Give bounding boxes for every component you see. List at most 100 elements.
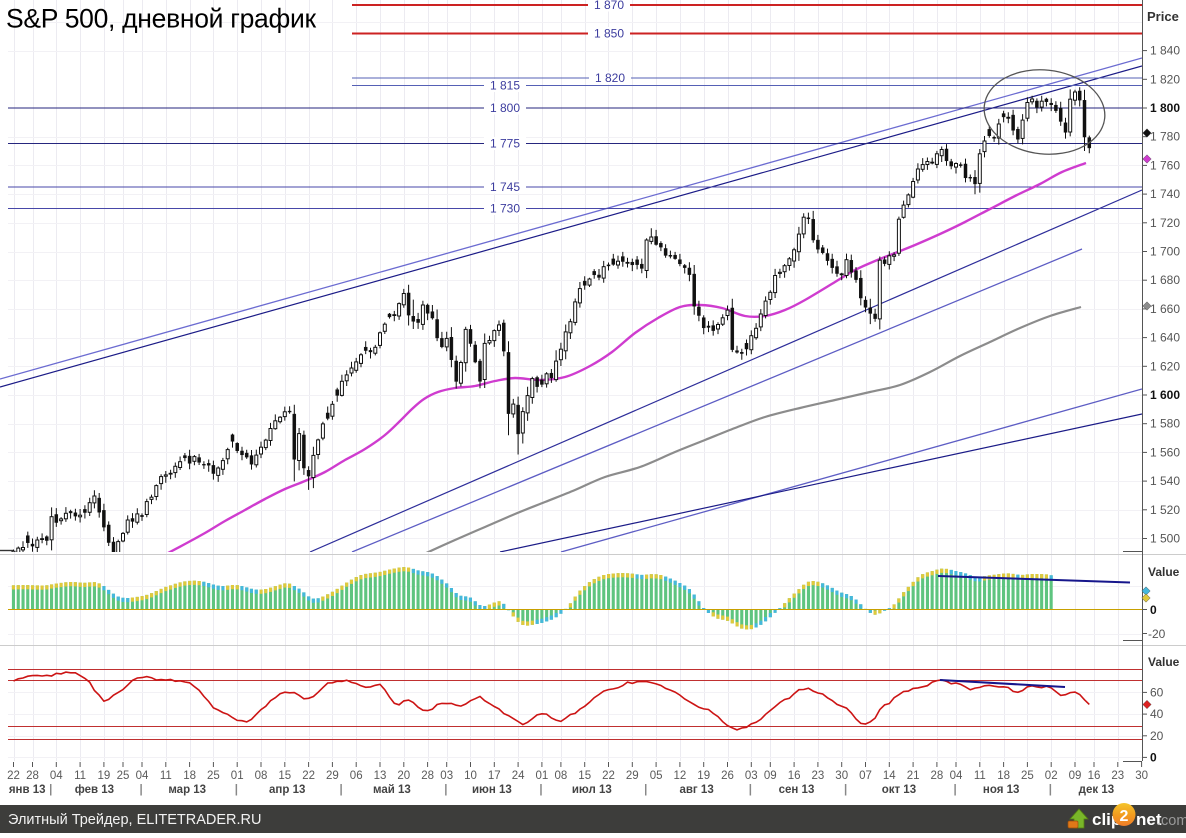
svg-text:1 800: 1 800 [1150,101,1180,115]
svg-text:1 540: 1 540 [1150,474,1180,488]
svg-text:0: 0 [1150,750,1157,764]
svg-text:дек 13: дек 13 [1079,784,1114,796]
svg-text:29: 29 [326,770,339,782]
svg-text:авг 13: авг 13 [679,784,713,796]
svg-text:1 815: 1 815 [490,79,520,93]
svg-text:net: net [1136,810,1162,829]
svg-text:16: 16 [1088,770,1101,782]
svg-text:07: 07 [859,770,872,782]
svg-text:|: | [444,784,447,796]
svg-text:17: 17 [488,770,501,782]
svg-text:июл 13: июл 13 [572,784,612,796]
svg-text:22: 22 [302,770,315,782]
svg-text:20: 20 [397,770,410,782]
svg-text:08: 08 [255,770,268,782]
svg-text:ноя 13: ноя 13 [983,784,1020,796]
svg-text:24: 24 [512,770,525,782]
svg-text:1 600: 1 600 [1150,388,1180,402]
svg-text:Value: Value [1148,565,1180,579]
svg-text:22: 22 [602,770,615,782]
svg-text:20: 20 [1150,729,1164,743]
svg-text:1 780: 1 780 [1150,130,1180,144]
svg-text:29: 29 [626,770,639,782]
svg-text:06: 06 [350,770,363,782]
svg-text:23: 23 [812,770,825,782]
svg-text:окт 13: окт 13 [882,784,916,796]
svg-text:июн 13: июн 13 [472,784,512,796]
svg-text:-20: -20 [1148,627,1166,641]
svg-text:апр 13: апр 13 [269,784,305,796]
svg-text:1 775: 1 775 [490,137,520,151]
svg-text:13: 13 [374,770,387,782]
svg-text:22: 22 [7,770,20,782]
svg-text:|: | [953,784,956,796]
svg-text:01: 01 [231,770,244,782]
svg-text:19: 19 [98,770,111,782]
svg-text:|: | [844,784,847,796]
svg-text:21: 21 [907,770,920,782]
svg-text:1 800: 1 800 [490,101,520,115]
svg-text:1 840: 1 840 [1150,44,1180,58]
svg-text:40: 40 [1150,707,1164,721]
svg-text:1 730: 1 730 [490,202,520,216]
svg-text:01: 01 [536,770,549,782]
svg-text:03: 03 [745,770,758,782]
svg-text:Value: Value [1148,655,1180,669]
svg-text:0: 0 [1150,603,1157,617]
svg-text:60: 60 [1150,685,1164,699]
svg-text:|: | [749,784,752,796]
svg-text:|: | [644,784,647,796]
svg-text:1 870: 1 870 [594,0,624,12]
svg-text:фев 13: фев 13 [75,784,114,796]
svg-text:1 580: 1 580 [1150,417,1180,431]
svg-text:08: 08 [555,770,568,782]
svg-text:15: 15 [278,770,291,782]
svg-text:25: 25 [207,770,220,782]
svg-text:1 680: 1 680 [1150,273,1180,287]
svg-text:S&P 500, дневной график: S&P 500, дневной график [6,4,316,34]
svg-text:30: 30 [835,770,848,782]
svg-text:09: 09 [1069,770,1082,782]
svg-text:1 745: 1 745 [490,180,520,194]
svg-text:1 820: 1 820 [1150,72,1180,86]
svg-text:28: 28 [26,770,39,782]
svg-text:май 13: май 13 [373,784,411,796]
svg-text:04: 04 [136,770,149,782]
svg-text:05: 05 [650,770,663,782]
svg-text:1 520: 1 520 [1150,503,1180,517]
svg-text:2: 2 [1120,808,1129,825]
svg-text:|: | [139,784,142,796]
svg-text:14: 14 [883,770,896,782]
svg-text:19: 19 [697,770,710,782]
svg-text:1 760: 1 760 [1150,158,1180,172]
svg-text:1 700: 1 700 [1150,245,1180,259]
svg-text:30: 30 [1135,770,1148,782]
svg-text:1 820: 1 820 [595,71,625,85]
svg-text:04: 04 [50,770,63,782]
svg-text:|: | [539,784,542,796]
svg-text:10: 10 [464,770,477,782]
svg-text:1 620: 1 620 [1150,359,1180,373]
svg-text:|: | [235,784,238,796]
svg-text:28: 28 [931,770,944,782]
svg-text:25: 25 [1021,770,1034,782]
svg-text:Price: Price [1147,9,1179,24]
svg-text:.com: .com [1157,813,1186,829]
svg-text:11: 11 [74,770,86,782]
svg-text:|: | [339,784,342,796]
svg-text:16: 16 [788,770,801,782]
svg-text:15: 15 [578,770,591,782]
svg-text:11: 11 [974,770,986,782]
svg-text:|: | [1049,784,1052,796]
svg-text:04: 04 [950,770,963,782]
svg-text:Элитный Трейдер, ELITETRADER.R: Элитный Трейдер, ELITETRADER.RU [8,812,262,828]
svg-text:02: 02 [1045,770,1058,782]
svg-text:11: 11 [160,770,172,782]
svg-text:18: 18 [997,770,1010,782]
svg-text:1 740: 1 740 [1150,187,1180,201]
svg-text:1 720: 1 720 [1150,216,1180,230]
svg-text:1 500: 1 500 [1150,532,1180,546]
svg-text:мар 13: мар 13 [168,784,206,796]
svg-text:23: 23 [1111,770,1124,782]
svg-text:18: 18 [183,770,196,782]
